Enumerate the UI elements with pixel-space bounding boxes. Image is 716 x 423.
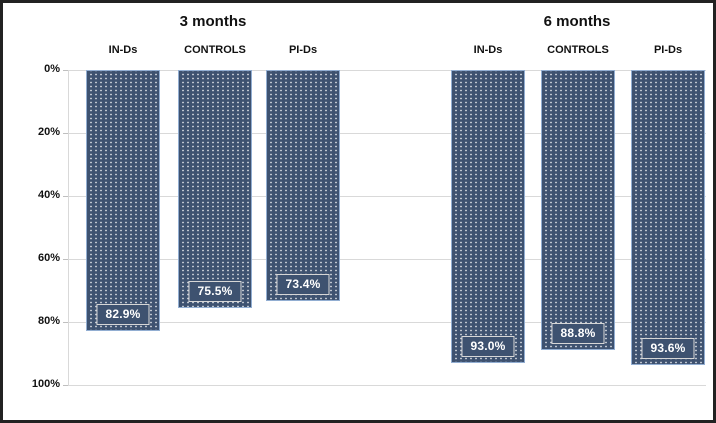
bar: 88.8% <box>541 70 615 350</box>
gridline <box>68 385 706 386</box>
gridline <box>68 70 706 71</box>
bar-value-label: 73.4% <box>276 274 330 295</box>
y-axis-tick-label: 100% <box>31 378 60 390</box>
y-axis-tick-label: 40% <box>37 189 60 201</box>
gridline <box>68 133 706 134</box>
gridline <box>68 196 706 197</box>
category-label: CONTROLS <box>184 44 246 56</box>
y-axis-line <box>68 70 69 385</box>
category-label: IN-Ds <box>473 44 503 56</box>
group-title: 6 months <box>543 13 611 30</box>
bar-value-label: 82.9% <box>96 304 150 325</box>
category-label: PI-Ds <box>653 44 683 56</box>
axis-tick <box>63 385 68 386</box>
axis-tick <box>63 196 68 197</box>
bar: 93.6% <box>631 70 705 365</box>
axis-tick <box>63 133 68 134</box>
y-axis-tick-label: 80% <box>37 315 60 327</box>
category-label: PI-Ds <box>288 44 318 56</box>
bar: 73.4% <box>266 70 340 301</box>
group-title: 3 months <box>179 13 247 30</box>
bar-value-label: 88.8% <box>551 323 605 344</box>
axis-tick <box>63 259 68 260</box>
axis-tick <box>63 70 68 71</box>
y-axis-tick-label: 60% <box>37 252 60 264</box>
gridline <box>68 322 706 323</box>
bar: 82.9% <box>86 70 160 331</box>
y-axis-tick-label: 0% <box>44 63 60 75</box>
y-axis-tick-label: 20% <box>37 126 60 138</box>
axis-tick <box>63 322 68 323</box>
gridline <box>68 259 706 260</box>
bar-value-label: 75.5% <box>188 281 242 302</box>
bar-value-label: 93.0% <box>461 336 515 357</box>
bar: 75.5% <box>178 70 252 308</box>
category-label: CONTROLS <box>547 44 609 56</box>
bar-value-label: 93.6% <box>641 338 695 359</box>
bar: 93.0% <box>451 70 525 363</box>
category-label: IN-Ds <box>108 44 138 56</box>
